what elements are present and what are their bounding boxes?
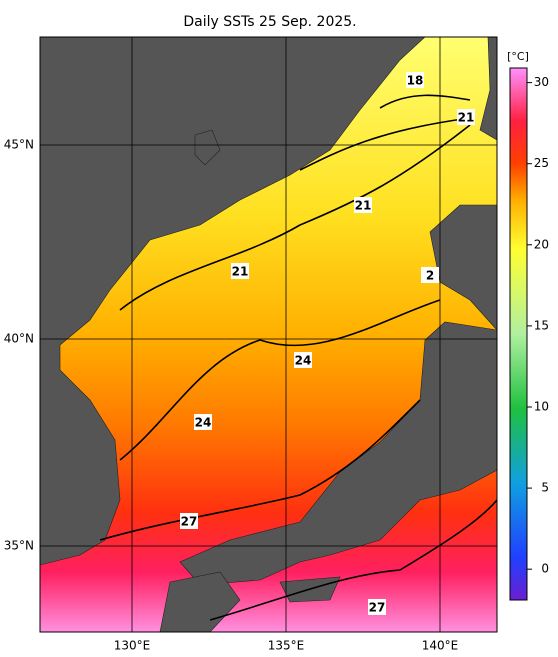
- contour-label-box: [354, 197, 372, 213]
- contour-label-box: [421, 267, 439, 283]
- lon-label: 135°E: [268, 639, 305, 653]
- contour-label-box: [294, 352, 312, 368]
- contour-label: 27: [369, 601, 386, 615]
- colorbar: [509, 67, 528, 601]
- colorbar-tick-label: 0: [541, 562, 549, 576]
- colorbar-tick-label: 20: [534, 237, 549, 251]
- colorbar-tick-label: 15: [534, 318, 549, 332]
- contour-label: 21: [355, 199, 372, 213]
- contour-label: 2: [426, 269, 434, 283]
- contour-label: 18: [407, 74, 424, 88]
- contour-label-box: [180, 513, 198, 529]
- contour-label: 24: [195, 416, 212, 430]
- map-area: 18 21 21 21 2 24 24 27 27: [40, 37, 497, 632]
- contour-label: 21: [232, 265, 249, 279]
- contour-label-box: [406, 72, 424, 88]
- contours: [99, 94, 497, 621]
- lat-label: 45°N: [4, 138, 34, 152]
- colorbar-unit: [°C]: [507, 50, 529, 63]
- map-title: Daily SSTs 25 Sep. 2025.: [183, 14, 356, 30]
- contour-label-box: [457, 109, 475, 125]
- lon-label: 130°E: [114, 639, 151, 653]
- land: [40, 37, 497, 632]
- contour-label-box: [368, 599, 386, 615]
- contour-label: 24: [295, 354, 312, 368]
- graticule: [40, 37, 497, 632]
- colorbar-tick-label: 25: [534, 156, 549, 170]
- lon-label: 140°E: [422, 639, 459, 653]
- contour-label-box: [231, 263, 249, 279]
- contour-label: 21: [458, 111, 475, 125]
- lat-label: 35°N: [4, 539, 34, 553]
- colorbar-tick-label: 5: [541, 481, 549, 495]
- lat-label: 40°N: [4, 332, 34, 346]
- contour-label-box: [194, 414, 212, 430]
- colorbar-tick-label: 30: [534, 75, 549, 89]
- contour-label: 27: [181, 515, 198, 529]
- map-frame: [39, 36, 498, 633]
- colorbar-tick-label: 10: [534, 399, 549, 413]
